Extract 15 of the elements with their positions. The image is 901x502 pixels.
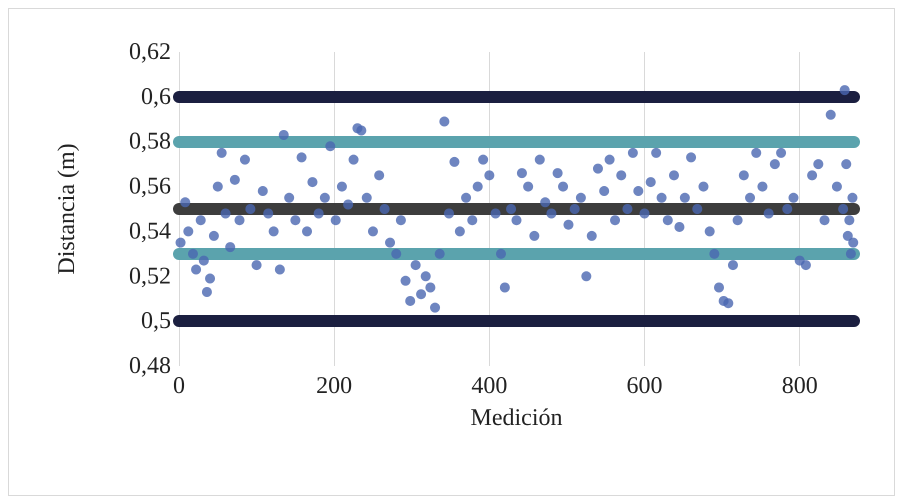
y-tick-label: 0,48 — [129, 353, 171, 379]
y-tick-label: 0,58 — [129, 128, 171, 155]
y-tick-label: 0,52 — [129, 263, 171, 290]
x-tick-label: 200 — [316, 373, 352, 399]
x-tick-label: 800 — [782, 373, 818, 399]
y-tick-label: 0,54 — [129, 218, 171, 244]
x-tick-label: 0 — [173, 373, 185, 399]
y-tick-label: 0,56 — [129, 174, 171, 200]
x-axis-title: Medición — [470, 405, 562, 431]
x-tick-label: 600 — [626, 373, 663, 399]
y-tick-label: 0,62 — [129, 39, 171, 65]
y-tick-label: 0,5 — [141, 308, 171, 334]
y-axis-title: Distancia (m) — [54, 143, 80, 275]
x-tick-label: 400 — [471, 373, 508, 399]
y-tick-label: 0,6 — [141, 84, 171, 110]
